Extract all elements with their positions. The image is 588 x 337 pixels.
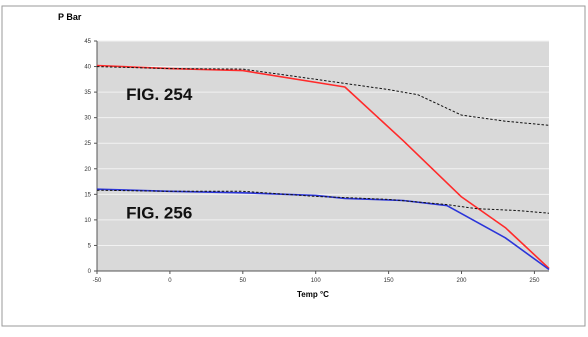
y-tick-label: 20	[84, 167, 91, 173]
y-axis-title: P Bar	[58, 12, 82, 22]
y-tick-label: 0	[88, 269, 92, 275]
y-tick-label: 15	[84, 192, 91, 198]
y-tick-label: 35	[84, 90, 91, 96]
y-tick-label: 10	[84, 218, 91, 224]
x-axis-title: Temp °C	[297, 290, 329, 299]
series-line-4	[96, 189, 550, 214]
x-tick-label: 150	[384, 278, 395, 284]
y-tick-label: 30	[84, 116, 91, 122]
y-tick-label: 40	[84, 65, 91, 71]
plot-area	[97, 41, 549, 271]
x-tick-label: 0	[168, 278, 172, 284]
x-tick-label: 250	[529, 278, 540, 284]
annotation-label-1: FIG. 254	[126, 85, 193, 104]
x-tick-label: 50	[239, 278, 246, 284]
x-tick-label: 200	[457, 278, 468, 284]
y-tick-label: 45	[84, 39, 91, 45]
series-line-1	[96, 64, 550, 269]
series-line-3	[96, 188, 550, 271]
y-tick-label: 25	[84, 141, 91, 147]
x-tick-label: 100	[311, 278, 322, 284]
annotation-label-2: FIG. 256	[126, 203, 192, 222]
series-line-2	[96, 66, 550, 126]
y-tick-label: 5	[88, 243, 92, 249]
x-tick-label: -50	[93, 278, 102, 284]
